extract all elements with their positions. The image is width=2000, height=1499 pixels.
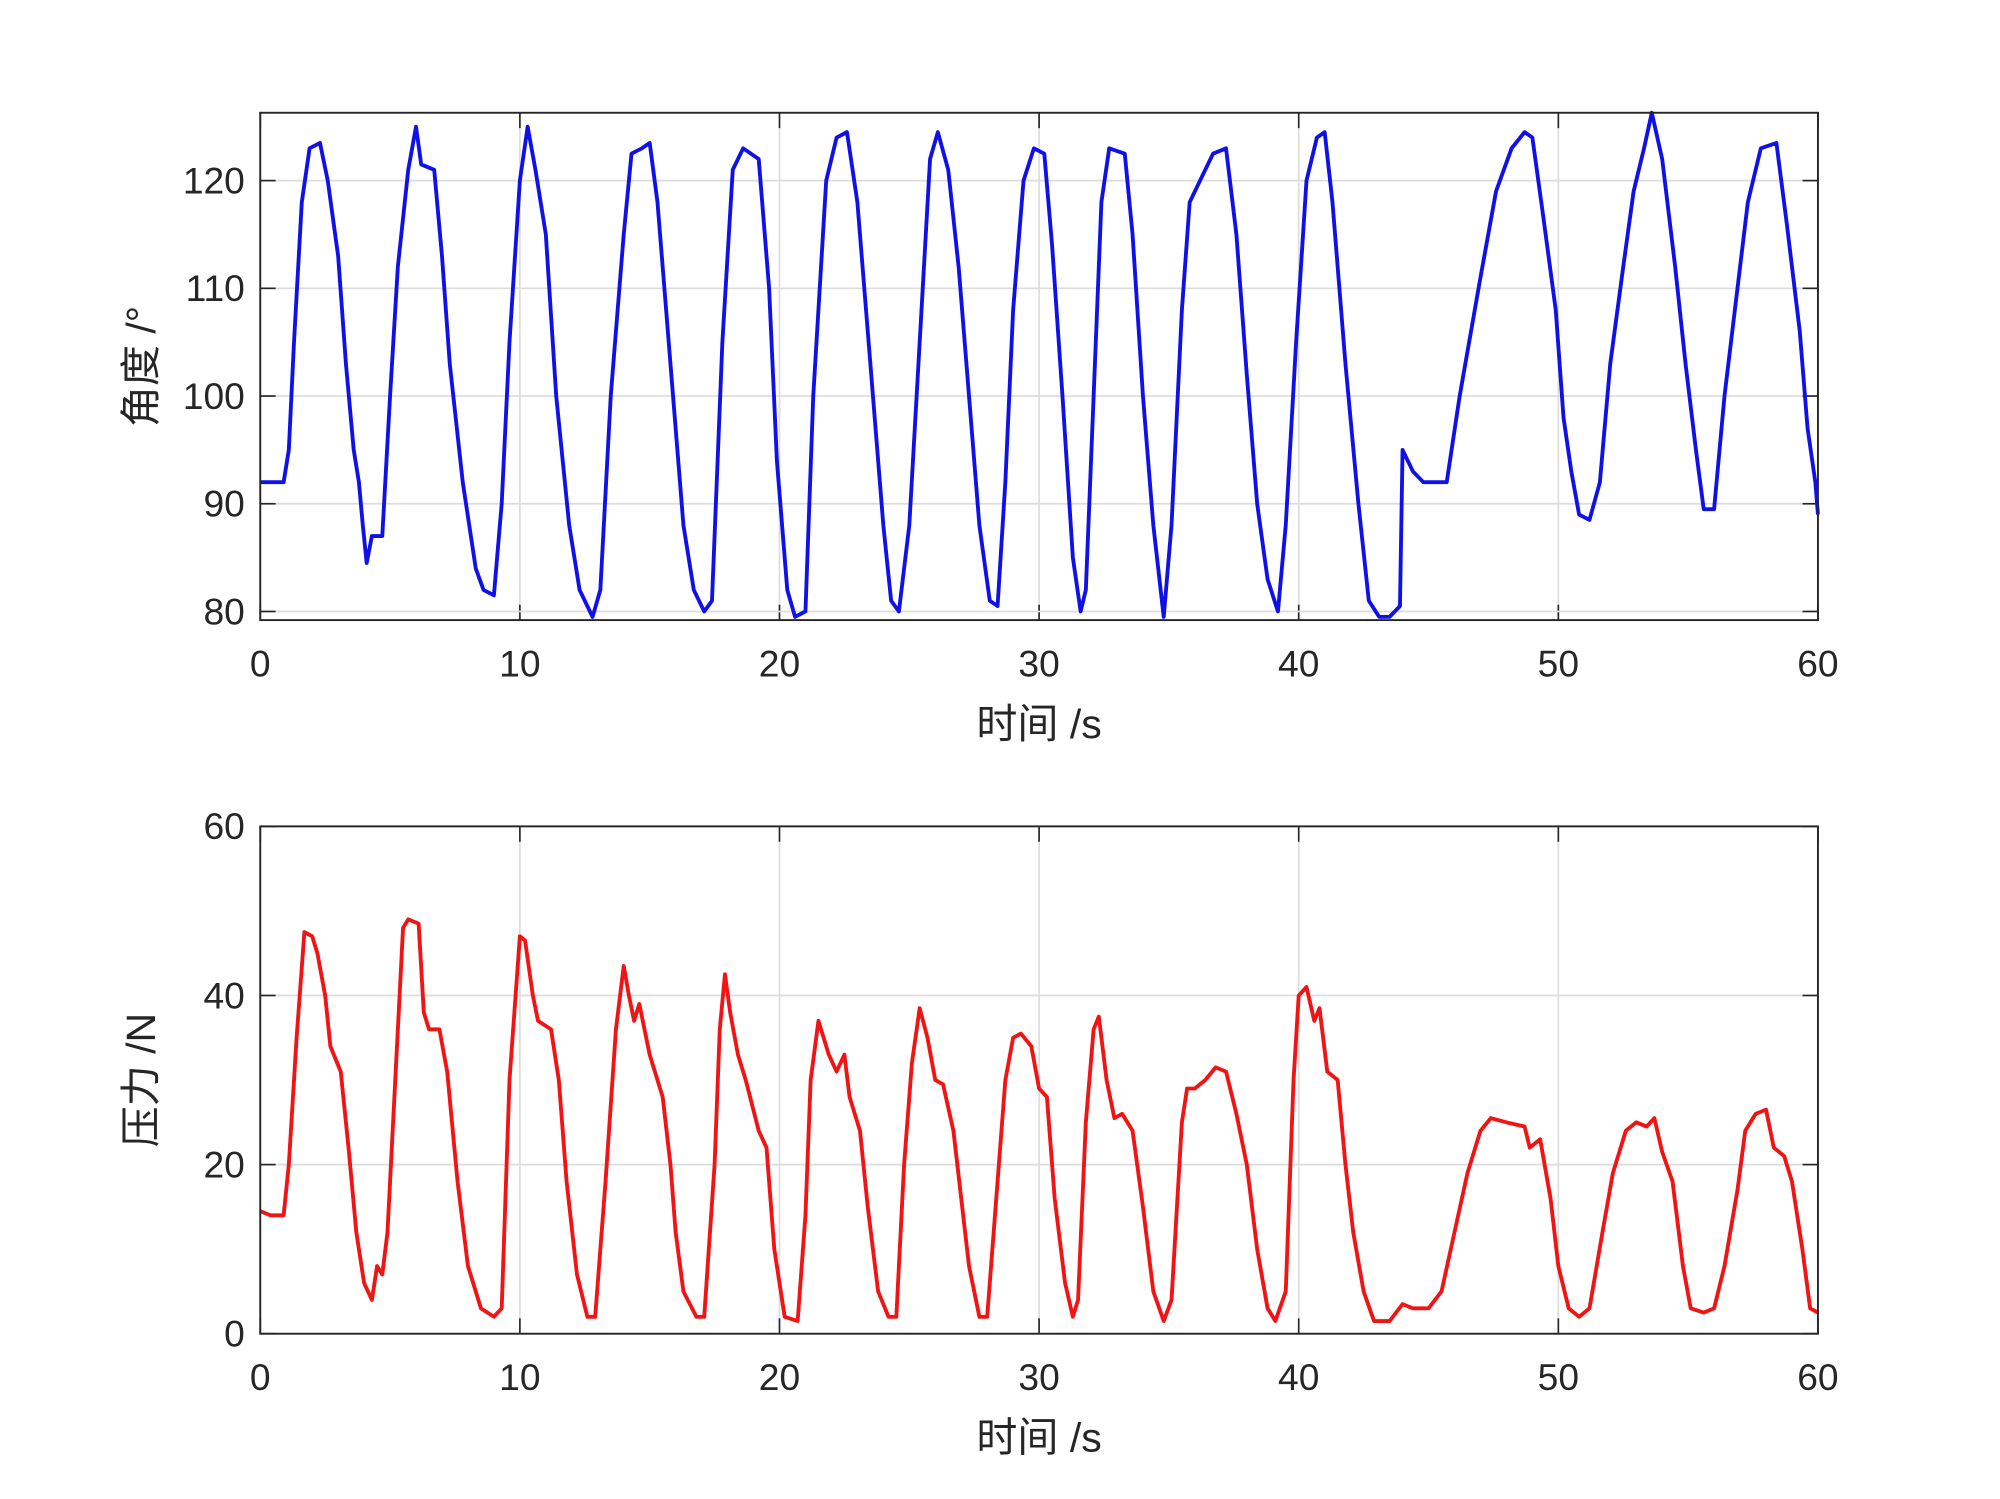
axes-box bbox=[259, 111, 1819, 622]
x-axis-label: 时间 /s bbox=[976, 701, 1101, 747]
x-tick-label: 50 bbox=[1538, 1356, 1579, 1398]
x-tick-label: 40 bbox=[1278, 1356, 1319, 1398]
y-tick-label: 20 bbox=[204, 1143, 245, 1185]
x-tick-label: 50 bbox=[1538, 642, 1579, 684]
y-tick-label: 80 bbox=[204, 590, 245, 632]
y-axis-label: 角度 /° bbox=[118, 306, 164, 427]
x-tick-label: 0 bbox=[250, 1356, 271, 1398]
data-line bbox=[259, 917, 1819, 1323]
x-tick-label: 10 bbox=[499, 1356, 540, 1398]
axes-box bbox=[259, 825, 1819, 1335]
x-tick-label: 20 bbox=[759, 1356, 800, 1398]
x-tick-label: 0 bbox=[250, 642, 271, 684]
y-tick-label: 100 bbox=[183, 375, 245, 417]
x-tick-label: 30 bbox=[1018, 1356, 1059, 1398]
x-tick-label: 20 bbox=[759, 642, 800, 684]
y-tick-label: 120 bbox=[183, 159, 245, 201]
x-tick-label: 60 bbox=[1797, 1356, 1838, 1398]
y-tick-label: 90 bbox=[204, 483, 245, 525]
y-tick-label: 60 bbox=[204, 805, 245, 847]
y-tick-label: 110 bbox=[186, 267, 245, 309]
x-axis-label: 时间 /s bbox=[976, 1415, 1101, 1461]
y-tick-label: 40 bbox=[204, 974, 245, 1016]
y-tick-label: 0 bbox=[224, 1313, 245, 1355]
x-tick-label: 30 bbox=[1018, 642, 1059, 684]
data-line bbox=[260, 110, 1820, 619]
x-tick-label: 60 bbox=[1797, 642, 1838, 684]
x-tick-label: 10 bbox=[499, 642, 540, 684]
x-tick-label: 40 bbox=[1278, 642, 1319, 684]
y-axis-label: 压力 /N bbox=[118, 1013, 164, 1147]
